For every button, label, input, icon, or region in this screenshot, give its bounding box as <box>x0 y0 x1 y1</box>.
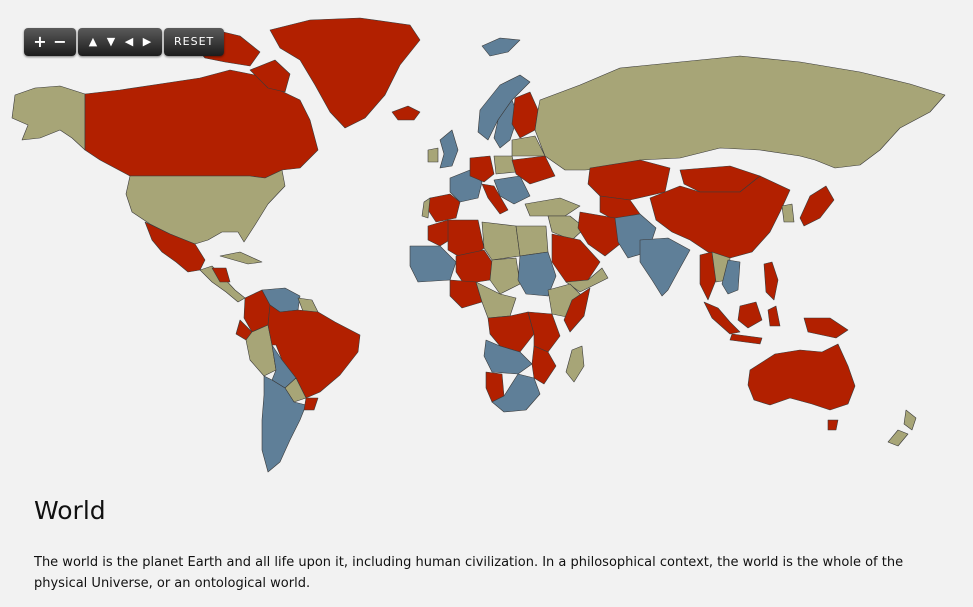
region-iceland[interactable] <box>391 105 421 121</box>
region-iraq-syria[interactable] <box>547 215 586 241</box>
zoom-controls: + − <box>24 28 76 56</box>
region-svalbard[interactable] <box>481 37 521 57</box>
region-cuba[interactable] <box>219 251 263 265</box>
region-sulawesi[interactable] <box>767 305 781 327</box>
region-new-guinea[interactable] <box>803 317 849 339</box>
zoom-in-button[interactable]: + <box>33 32 47 51</box>
region-madagascar[interactable] <box>565 345 585 383</box>
region-russia[interactable] <box>534 55 946 171</box>
pan-right-button[interactable]: ▶ <box>142 35 152 48</box>
region-description: The world is the planet Earth and all li… <box>34 555 904 591</box>
map-toolbar: + − ▲ ▼ ◀ ▶ RESET <box>24 28 226 56</box>
region-honduras[interactable] <box>211 267 231 283</box>
region-finland[interactable] <box>511 91 539 139</box>
region-nigeria[interactable] <box>449 279 483 309</box>
region-new-zealand-south[interactable] <box>887 429 909 447</box>
region-java[interactable] <box>729 333 763 345</box>
region-angola-zambia[interactable] <box>483 339 533 375</box>
pan-left-button[interactable]: ◀ <box>124 35 134 48</box>
region-brazil[interactable] <box>267 304 361 399</box>
region-myanmar[interactable] <box>699 251 717 301</box>
region-portugal[interactable] <box>421 197 431 219</box>
region-philippines[interactable] <box>763 261 779 301</box>
region-sudan[interactable] <box>517 251 557 297</box>
region-greenland[interactable] <box>269 17 421 129</box>
region-mozambique[interactable] <box>531 345 557 385</box>
region-chad[interactable] <box>489 257 521 295</box>
zoom-out-button[interactable]: − <box>53 32 67 51</box>
region-title: World <box>34 496 106 525</box>
region-argentina[interactable] <box>261 375 307 473</box>
region-korea[interactable] <box>781 203 795 223</box>
region-italy[interactable] <box>481 183 509 215</box>
region-vietnam-cambodia[interactable] <box>721 259 741 295</box>
region-alaska[interactable] <box>11 85 86 151</box>
region-baffin-island[interactable] <box>249 59 291 93</box>
pan-controls: ▲ ▼ ◀ ▶ <box>78 28 162 56</box>
region-ukraine[interactable] <box>511 155 556 185</box>
reset-button[interactable]: RESET <box>174 35 215 48</box>
world-map[interactable] <box>0 0 973 480</box>
pan-up-button[interactable]: ▲ <box>88 35 98 48</box>
region-somalia[interactable] <box>563 287 591 333</box>
region-balkans[interactable] <box>493 175 531 205</box>
region-new-zealand[interactable] <box>903 409 917 431</box>
region-poland[interactable] <box>493 155 517 175</box>
reset-control: RESET <box>164 28 225 56</box>
region-germany[interactable] <box>469 155 495 183</box>
region-china[interactable] <box>649 175 791 259</box>
region-uk[interactable] <box>439 129 459 169</box>
pan-down-button[interactable]: ▼ <box>106 35 116 48</box>
region-sumatra[interactable] <box>703 301 741 335</box>
region-turkey[interactable] <box>524 197 581 217</box>
region-australia[interactable] <box>747 343 856 411</box>
region-india[interactable] <box>639 237 691 297</box>
region-japan[interactable] <box>799 185 835 227</box>
region-mali-niger[interactable] <box>455 249 493 285</box>
region-congo[interactable] <box>487 311 535 353</box>
region-west-sahel[interactable] <box>409 245 457 283</box>
region-south-africa[interactable] <box>491 373 541 413</box>
region-tasmania[interactable] <box>827 419 839 431</box>
region-spain[interactable] <box>427 193 461 223</box>
region-egypt[interactable] <box>515 225 549 257</box>
region-usa[interactable] <box>125 169 286 245</box>
region-kazakhstan[interactable] <box>587 159 671 201</box>
region-mexico[interactable] <box>144 221 206 273</box>
region-uruguay[interactable] <box>303 397 319 411</box>
region-libya[interactable] <box>481 221 521 261</box>
region-sweden[interactable] <box>493 99 519 149</box>
region-yemen-oman[interactable] <box>565 267 609 293</box>
region-borneo[interactable] <box>737 301 763 329</box>
region-ireland[interactable] <box>427 147 439 163</box>
